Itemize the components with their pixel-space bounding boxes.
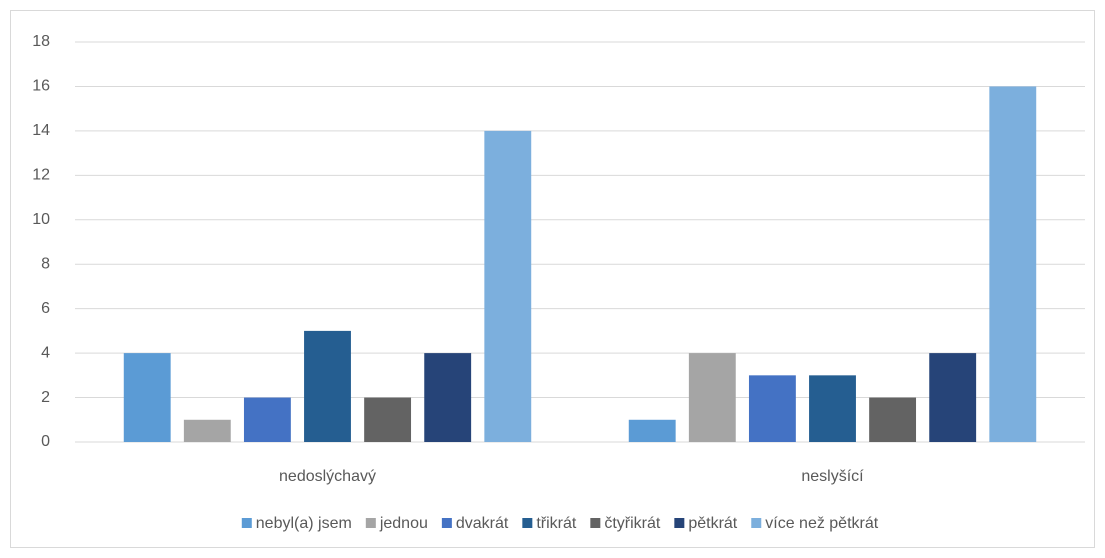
y-tick-label: 10 — [32, 211, 50, 228]
legend-swatch — [441, 518, 452, 528]
bar — [123, 353, 171, 442]
y-tick-label: 4 — [41, 344, 50, 361]
legend-label: čtyřikrát — [604, 515, 661, 532]
legend-swatch — [241, 518, 252, 528]
bar — [989, 86, 1037, 442]
bar — [424, 353, 472, 442]
y-tick-label: 0 — [41, 433, 50, 450]
legend-swatch — [522, 518, 533, 528]
y-tick-label: 18 — [32, 33, 50, 50]
legend-swatch — [365, 518, 376, 528]
y-tick-label: 14 — [32, 122, 50, 139]
y-tick-label: 12 — [32, 167, 50, 184]
y-tick-label: 6 — [41, 300, 50, 317]
legend-label: pětkrát — [688, 515, 737, 532]
bar — [484, 130, 532, 442]
x-tick-label: neslyšící — [801, 468, 864, 485]
y-tick-label: 2 — [41, 389, 50, 406]
legend-label: nebyl(a) jsem — [256, 515, 352, 532]
chart-border — [10, 10, 1095, 548]
bar — [688, 353, 736, 442]
bar — [748, 375, 796, 442]
y-tick-label: 8 — [41, 255, 50, 272]
legend-swatch — [590, 518, 601, 528]
bar — [243, 397, 291, 442]
bar — [628, 419, 676, 442]
legend-swatch — [751, 518, 762, 528]
bar — [929, 353, 977, 442]
legend-label: jednou — [379, 515, 428, 532]
legend-label: více než pětkrát — [765, 515, 879, 532]
bar — [183, 419, 231, 442]
y-tick-label: 16 — [32, 78, 50, 95]
bar — [809, 375, 856, 442]
legend-label: třikrát — [536, 515, 577, 532]
x-tick-label: nedoslýchavý — [279, 468, 376, 485]
bar — [304, 330, 351, 442]
legend-swatch — [674, 518, 685, 528]
bar — [869, 397, 917, 442]
bar — [364, 397, 412, 442]
legend-label: dvakrát — [456, 515, 509, 532]
